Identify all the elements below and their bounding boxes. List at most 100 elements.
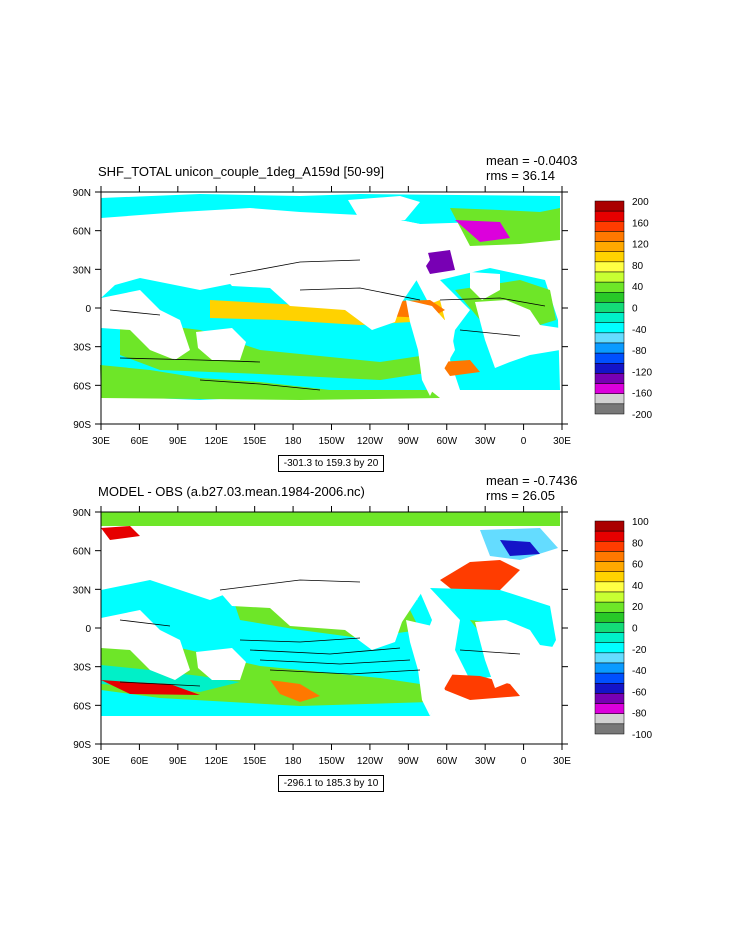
x-tick-label: 30W [475,756,496,767]
bottom-map-field [101,512,562,744]
colorbar-label: 0 [632,624,638,635]
top-map-svg: 30E 60E 90E 120E 150E 180 150W 120W 90W 60W 30W 0 30… [73,186,652,447]
colorbar-swatch [594,231,625,242]
colorbar-swatch [594,551,625,562]
x-tick-label: 150E [243,436,267,447]
top-x-axis: 30E 60E 90E 120E 150E 180 150W 120W 90W 60W 30W 0 30… [92,186,571,447]
colorbar-label: -80 [632,709,647,720]
bottom-contour-info: -296.1 to 185.3 by 10 [278,775,384,792]
colorbar-swatch [594,383,625,394]
x-tick-label: 120E [205,436,229,447]
colorbar-swatch [594,581,625,593]
x-tick-label: 150W [318,436,345,447]
x-tick-label: 120W [357,436,384,447]
colorbar-swatch [594,322,625,334]
colorbar-swatch [594,652,625,664]
x-tick-label: 180 [285,436,302,447]
y-tick-label: 60S [73,381,91,392]
x-tick-label: 90W [398,436,419,447]
x-tick-label: 30E [92,756,110,767]
colorbar-swatch [594,703,625,714]
y-tick-label: 0 [85,304,91,315]
colorbar-swatch [594,312,625,323]
colorbar-label: -20 [632,645,647,656]
x-tick-label: 30W [475,436,496,447]
colorbar-label: 120 [632,240,649,251]
colorbar-label: 0 [632,304,638,315]
top-y-axis: 90N 60N 30N 0 30S 60S 90S [73,188,568,431]
colorbar-label: -40 [632,666,647,677]
colorbar-swatch [594,302,625,313]
y-tick-label: 30S [73,663,91,674]
colorbar-label: 160 [632,218,649,229]
colorbar-swatch [594,683,625,694]
colorbar-swatch [594,363,625,374]
top-mean-stat: mean = -0.0403 [486,153,578,168]
colorbar-label: 20 [632,602,644,613]
x-tick-label: 90W [398,756,419,767]
top-map-title: SHF_TOTAL unicon_couple_1deg_A159d [50-9… [98,164,384,179]
y-tick-label: 60N [73,227,91,238]
x-tick-label: 90E [169,436,187,447]
bottom-map-title: MODEL - OBS (a.b27.03.mean.1984-2006.nc) [98,484,365,499]
colorbar-swatch [594,622,625,633]
colorbar-swatch [594,723,625,735]
x-tick-label: 60W [436,756,457,767]
colorbar-swatch [594,403,625,415]
bottom-map-svg: 30E 60E 90E 120E 150E 180 150W 120W 90W 60W 30W 0 30… [73,506,652,767]
colorbar-swatch [594,642,625,654]
y-tick-label: 30S [73,343,91,354]
colorbar-label: -160 [632,389,652,400]
colorbar-label: 40 [632,581,644,592]
x-tick-label: 30E [553,756,571,767]
colorbar-swatch [594,662,625,674]
bottom-rms-stat: rms = 26.05 [486,488,556,503]
colorbar-swatch [594,271,625,283]
colorbar-swatch [594,332,625,344]
y-tick-label: 90N [73,508,91,519]
colorbar-label: 100 [632,517,649,528]
y-tick-label: 30N [73,265,91,276]
x-tick-label: 90E [169,756,187,767]
y-tick-label: 90S [73,420,91,431]
colorbar-swatch [594,281,625,293]
colorbar-swatch [594,292,625,303]
colorbar-swatch [594,672,625,684]
x-tick-label: 120E [205,756,229,767]
colorbar-swatch [594,541,625,552]
x-tick-label: 180 [285,756,302,767]
colorbar-swatch [594,561,625,572]
bottom-mean-stat: mean = -0.7436 [486,473,578,488]
top-map-field [100,192,562,424]
x-tick-label: 150W [318,756,345,767]
colorbar-label: 200 [632,197,649,208]
colorbar-label: -120 [632,367,652,378]
bottom-y-axis: 90N 60N 30N 0 30S 60S 90S [73,508,568,751]
colorbar-swatch [594,200,625,212]
y-tick-label: 60N [73,547,91,558]
colorbar-swatch [594,393,625,405]
y-tick-label: 90N [73,188,91,199]
x-tick-label: 120W [357,756,384,767]
colorbar-swatch [594,520,625,532]
bottom-colorbar: 100 80 60 40 20 0 -20 -40 -60 -80 -100 [594,517,652,741]
x-tick-label: 0 [521,756,527,767]
colorbar-swatch [594,241,625,252]
colorbar-label: -60 [632,687,647,698]
y-tick-label: 60S [73,701,91,712]
colorbar-swatch [594,632,625,643]
colorbar-swatch [594,352,625,364]
bottom-map-panel: 30E 60E 90E 120E 150E 180 150W 120W 90W 60W 30W 0 30… [0,470,733,792]
colorbar-label: -100 [632,730,652,741]
x-tick-label: 60W [436,436,457,447]
colorbar-swatch [594,221,625,232]
colorbar-swatch [594,612,625,623]
colorbar-label: -200 [632,410,652,421]
colorbar-label: -80 [632,346,647,357]
colorbar-label: 80 [632,261,644,272]
colorbar-label: 40 [632,282,644,293]
colorbar-swatch [594,693,625,704]
colorbar-swatch [594,530,625,542]
colorbar-swatch [594,713,625,725]
colorbar-swatch [594,251,625,263]
